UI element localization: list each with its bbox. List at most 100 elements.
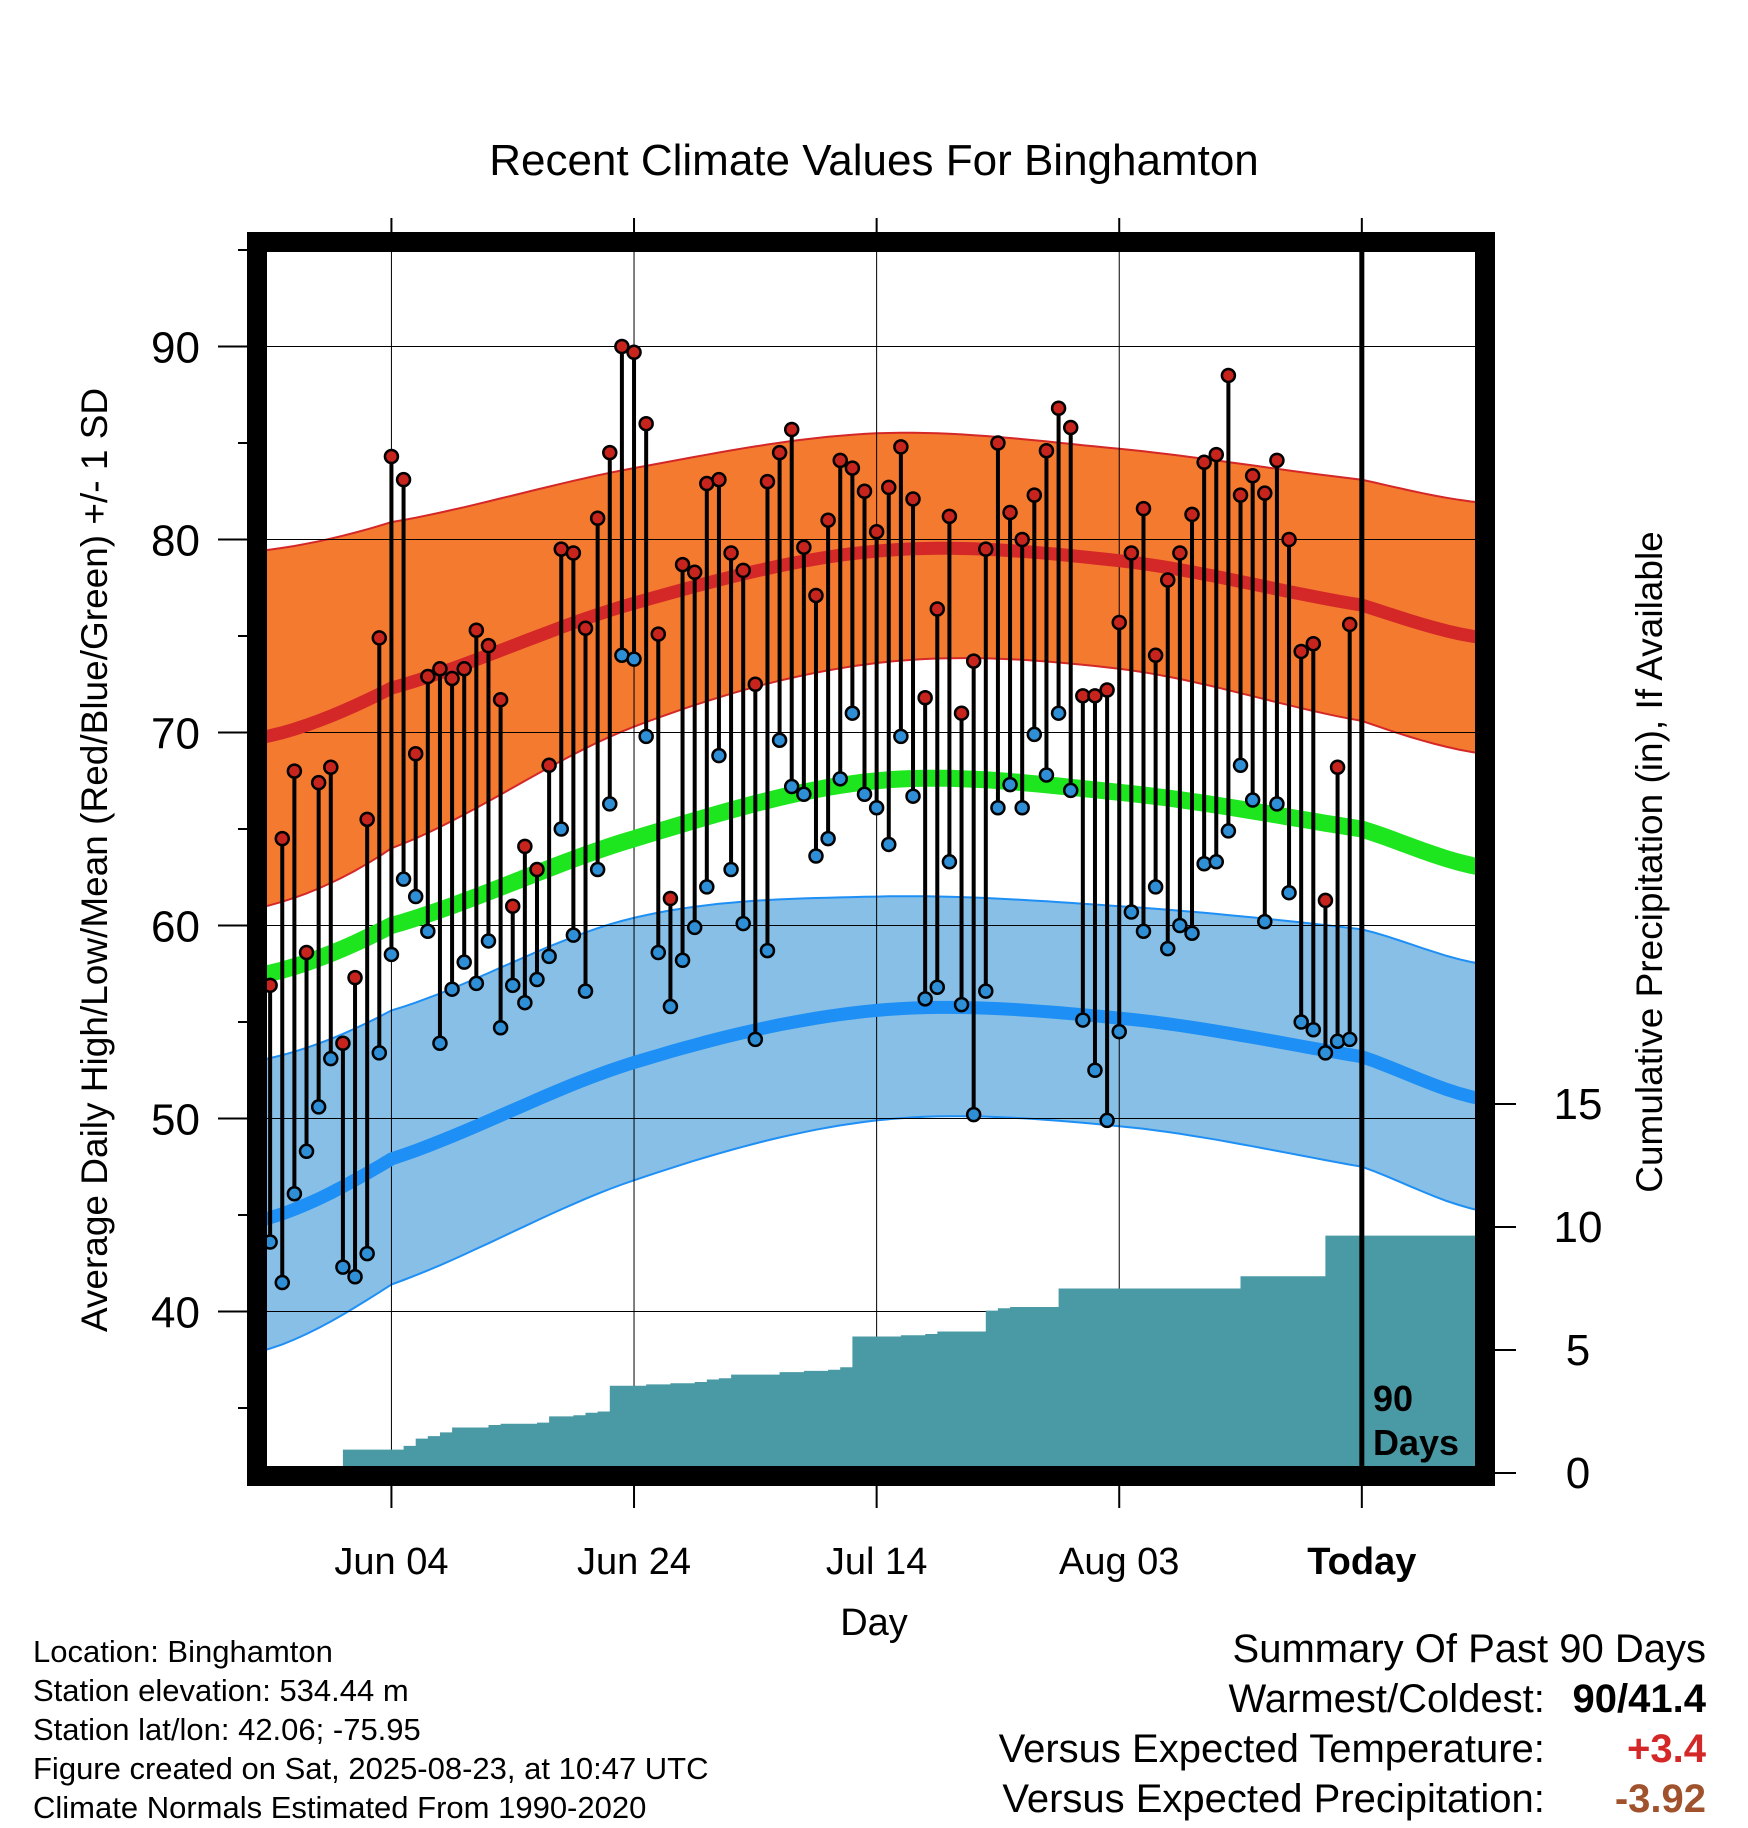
observed-low-point — [1038, 767, 1055, 783]
elevation-text: Station elevation: 534.44 m — [33, 1673, 409, 1708]
observed-high-point — [614, 338, 630, 355]
observed-high-point — [504, 898, 521, 914]
observed-low-point — [1111, 1023, 1127, 1040]
observed-high-point — [771, 444, 788, 461]
observed-low-point — [808, 848, 824, 864]
observed-low-point — [1062, 782, 1079, 799]
observed-high-point — [747, 676, 764, 692]
observed-low-point — [832, 771, 848, 787]
observed-low-point — [1220, 823, 1237, 839]
today-label-line1: 90 — [1373, 1378, 1413, 1419]
observed-high-point — [1062, 419, 1079, 436]
observed-low-point — [1147, 879, 1164, 895]
precip-anomaly-value: -3.92 — [1614, 1777, 1706, 1821]
observed-high-point — [1329, 759, 1346, 775]
observed-low-point — [371, 1045, 388, 1061]
y-tick-label: 50 — [151, 1096, 200, 1145]
observed-high-point — [577, 620, 594, 637]
observed-low-point — [990, 800, 1006, 816]
observed-low-point — [674, 952, 691, 968]
observed-high-point — [832, 452, 848, 469]
observed-high-point — [335, 1035, 351, 1051]
observed-high-point — [868, 524, 885, 540]
y2-tick-label: 0 — [1566, 1449, 1590, 1498]
observed-high-point — [1257, 485, 1273, 501]
warmest-label: Warmest/Coldest: — [1228, 1677, 1545, 1721]
observed-high-point — [735, 562, 751, 579]
observed-high-point — [978, 541, 994, 557]
observed-low-point — [541, 948, 557, 965]
observed-low-point — [893, 728, 909, 745]
observed-low-point — [711, 747, 727, 764]
observed-low-point — [1184, 925, 1200, 941]
observed-high-point — [1099, 682, 1115, 698]
observed-high-point — [711, 471, 727, 488]
observed-low-point — [953, 996, 970, 1013]
observed-high-point — [444, 670, 460, 687]
summary-panel: Summary Of Past 90 Days Warmest/Coldest:… — [999, 1624, 1706, 1824]
observed-low-point — [844, 705, 861, 721]
temp-anomaly-label: Versus Expected Temperature: — [998, 1727, 1545, 1771]
observed-low-point — [602, 796, 618, 812]
observed-low-point — [965, 1106, 982, 1123]
y2-tick-label: 15 — [1554, 1080, 1603, 1129]
observed-high-point — [1087, 688, 1103, 704]
observed-high-point — [723, 545, 739, 561]
observed-high-low-stems — [268, 346, 1352, 1283]
x-tick-label: Aug 03 — [1059, 1541, 1179, 1583]
observed-low-point — [978, 983, 994, 999]
observed-high-point — [1341, 616, 1358, 633]
observed-low-point — [298, 1143, 315, 1160]
x-axis-label: Day — [840, 1602, 908, 1644]
normal-mean-line — [256, 769, 1485, 985]
observed-low-point — [856, 786, 873, 803]
observed-high-point — [468, 622, 485, 638]
observed-low-point — [1244, 792, 1261, 808]
precip-area — [258, 1235, 1484, 1473]
observed-low-point — [529, 971, 545, 988]
observed-low-point — [444, 981, 460, 997]
observed-high-point — [1317, 892, 1334, 909]
observed-low-point — [1293, 1014, 1309, 1030]
observed-low-point — [565, 927, 582, 943]
observed-low-point — [274, 1274, 291, 1291]
observed-high-point — [1050, 400, 1067, 417]
low-normal-band — [258, 896, 1484, 1352]
observed-low-point — [1087, 1062, 1103, 1078]
observed-high-point — [917, 690, 933, 706]
observed-low-point — [650, 944, 667, 961]
y-tick-label: 40 — [151, 1289, 200, 1338]
observed-high-point — [808, 587, 824, 604]
observed-high-point — [1111, 614, 1127, 631]
normal-low-line — [256, 1000, 1485, 1228]
observed-high-point — [298, 944, 315, 961]
observed-high-point — [1147, 647, 1164, 664]
observed-low-point — [347, 1269, 363, 1285]
observed-low-point — [1305, 1021, 1322, 1038]
observed-low-point — [1135, 923, 1152, 940]
low-band-upper-edge — [257, 895, 1484, 1062]
observed-high-point — [371, 630, 388, 646]
x-tick-label: Jul 14 — [826, 1541, 927, 1583]
y-tick-label: 80 — [151, 517, 200, 566]
observed-low-point — [723, 861, 739, 878]
y2-axis-label: Cumulative Precipitation (in), If Availa… — [1629, 531, 1670, 1193]
observed-high-point — [529, 861, 545, 878]
observed-high-point — [1014, 531, 1030, 548]
observed-high-point — [1184, 506, 1200, 523]
observed-low-point — [1281, 884, 1297, 901]
observed-high-point — [565, 545, 582, 561]
observed-high-point — [1135, 500, 1152, 517]
observed-low-point — [1269, 796, 1285, 812]
observed-low-point — [1196, 855, 1212, 872]
observed-low-point — [383, 946, 400, 963]
observed-low-point — [359, 1245, 375, 1262]
y-tick-label: 90 — [151, 324, 200, 373]
low-band-lower-edge — [257, 1115, 1484, 1353]
today-label-line2: Days — [1373, 1422, 1459, 1463]
observed-high-point — [1002, 504, 1018, 521]
summary-heading: Summary Of Past 90 Days — [1232, 1627, 1706, 1671]
observed-low-point — [796, 786, 812, 803]
y-axis-label: Average Daily High/Low/Mean (Red/Blue/Gr… — [74, 388, 115, 1332]
observed-low-point — [783, 778, 800, 795]
